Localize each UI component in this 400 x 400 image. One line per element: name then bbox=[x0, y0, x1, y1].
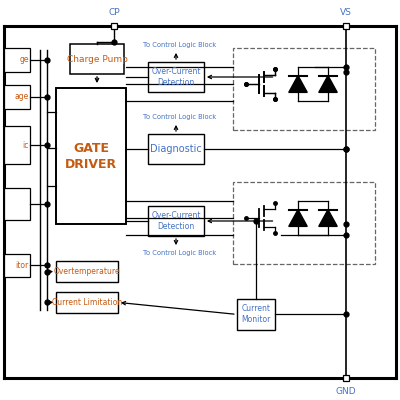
Text: Over-Current
Detection: Over-Current Detection bbox=[151, 67, 201, 87]
Bar bbox=[4, 188, 30, 220]
Bar bbox=[233, 48, 375, 130]
Text: To Control Logic Block: To Control Logic Block bbox=[144, 114, 216, 120]
Text: ic: ic bbox=[22, 140, 29, 150]
Bar bbox=[148, 134, 204, 164]
Bar bbox=[56, 292, 118, 313]
Text: Diagnostic: Diagnostic bbox=[150, 144, 202, 154]
Text: To Control Logic Block: To Control Logic Block bbox=[144, 250, 216, 256]
Text: VS: VS bbox=[340, 8, 352, 17]
Bar bbox=[343, 375, 349, 381]
Text: GND: GND bbox=[336, 387, 356, 396]
Bar bbox=[70, 44, 124, 74]
Text: age: age bbox=[14, 92, 29, 101]
Bar bbox=[4, 126, 30, 164]
Bar bbox=[4, 85, 30, 109]
Bar bbox=[233, 182, 375, 264]
Text: GATE
DRIVER: GATE DRIVER bbox=[65, 142, 117, 170]
Bar bbox=[237, 299, 275, 330]
Text: itor: itor bbox=[16, 261, 29, 270]
Bar bbox=[111, 23, 117, 29]
Bar bbox=[56, 88, 126, 224]
Bar bbox=[56, 261, 118, 282]
Bar bbox=[4, 48, 30, 72]
Polygon shape bbox=[289, 210, 307, 226]
Bar bbox=[4, 254, 30, 277]
Text: Current
Monitor: Current Monitor bbox=[241, 304, 270, 324]
Text: Overtemperature: Overtemperature bbox=[54, 267, 120, 276]
Text: To Control Logic Block: To Control Logic Block bbox=[144, 42, 216, 48]
Text: ge: ge bbox=[19, 56, 29, 64]
Polygon shape bbox=[319, 210, 337, 226]
Bar bbox=[148, 62, 204, 92]
Bar bbox=[148, 206, 204, 236]
Polygon shape bbox=[319, 76, 337, 92]
Bar bbox=[343, 23, 349, 29]
Text: Charge Pump: Charge Pump bbox=[66, 54, 128, 64]
Text: CP: CP bbox=[108, 8, 120, 17]
Polygon shape bbox=[289, 76, 307, 92]
Text: Over-Current
Detection: Over-Current Detection bbox=[151, 211, 201, 231]
Text: Current Limitation: Current Limitation bbox=[52, 298, 122, 307]
